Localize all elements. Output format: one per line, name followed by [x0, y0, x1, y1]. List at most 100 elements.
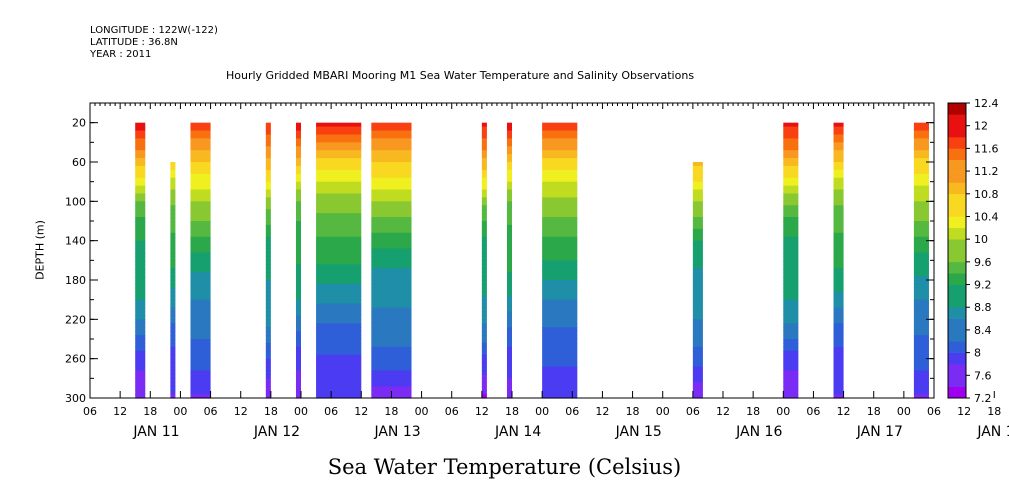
heatmap-cell — [265, 232, 271, 238]
heatmap-cell — [265, 307, 271, 313]
heatmap-cell — [913, 319, 929, 324]
heatmap-cell — [265, 126, 271, 132]
heatmap-cell — [542, 134, 578, 139]
heatmap-cell — [913, 311, 929, 316]
heatmap-cell — [190, 342, 211, 348]
heatmap-cell — [833, 358, 844, 364]
heatmap-cell — [135, 272, 146, 277]
heatmap-cell — [783, 362, 799, 368]
heatmap-cell — [506, 319, 512, 324]
heatmap-cell — [135, 323, 146, 328]
heatmap-cell — [170, 232, 176, 238]
heatmap-cell — [170, 311, 176, 316]
heatmap-cell — [506, 201, 512, 206]
heatmap-cell — [371, 142, 412, 147]
heatmap-cell — [692, 307, 703, 313]
heatmap-cell — [170, 276, 176, 281]
heatmap-cell — [542, 272, 578, 277]
heatmap-cell — [783, 299, 799, 305]
heatmap-cell — [190, 291, 211, 297]
heatmap-cell — [692, 378, 703, 383]
heatmap-cell — [265, 138, 271, 143]
heatmap-cell — [371, 224, 412, 230]
heatmap-cell — [833, 374, 844, 379]
heatmap-cell — [316, 378, 362, 383]
heatmap-cell — [316, 165, 362, 171]
heatmap-cell — [506, 323, 512, 328]
heatmap-cell — [692, 185, 703, 191]
heatmap-cell — [506, 217, 512, 222]
heatmap-cell — [170, 213, 176, 218]
heatmap-cell — [833, 283, 844, 289]
heatmap-cell — [481, 201, 487, 206]
heatmap-cell — [135, 126, 146, 132]
x-tick-label: 00 — [776, 405, 790, 418]
heatmap-cell — [371, 158, 412, 163]
heatmap-cell — [506, 165, 512, 171]
heatmap-cell — [170, 291, 176, 297]
heatmap-cell — [135, 287, 146, 293]
heatmap-cell — [506, 382, 512, 387]
x-date-label: JAN 14 — [494, 424, 541, 440]
heatmap-cell — [135, 217, 146, 222]
heatmap-cell — [692, 370, 703, 375]
heatmap-cell — [833, 366, 844, 372]
heatmap-cell — [135, 256, 146, 261]
heatmap-cell — [265, 390, 271, 395]
heatmap-cell — [783, 201, 799, 206]
heatmap-cell — [170, 209, 176, 214]
heatmap-cell — [913, 374, 929, 379]
heatmap-cell — [542, 213, 578, 218]
heatmap-cell — [481, 303, 487, 309]
heatmap-cell — [913, 201, 929, 206]
heatmap-cell — [833, 232, 844, 238]
heatmap-cell — [542, 189, 578, 195]
colorbar: 12.4 12 11.6 11.2 10.8 10.4 10 9.6 9.2 8.8 8.4 8 7.6… — [947, 97, 999, 405]
x-tick-label: 12 — [475, 405, 489, 418]
heatmap-cell — [371, 126, 412, 132]
heatmap-cell — [692, 299, 703, 305]
heatmap-cell — [913, 205, 929, 210]
heatmap-cell — [190, 224, 211, 230]
heatmap-cell — [316, 138, 362, 143]
heatmap-cell — [833, 181, 844, 187]
colorbar-tick-label: 12 — [974, 120, 988, 133]
heatmap-cell — [265, 283, 271, 289]
heatmap-cell — [295, 181, 301, 187]
heatmap-cell — [316, 236, 362, 242]
colorbar-swatch — [948, 171, 966, 183]
heatmap-cell — [170, 224, 176, 230]
heatmap-cell — [170, 342, 176, 348]
heatmap-cell — [295, 394, 301, 399]
heatmap-cell — [316, 248, 362, 254]
heatmap-cell — [295, 264, 301, 269]
heatmap-cell — [170, 268, 176, 273]
heatmap-cell — [783, 181, 799, 187]
heatmap-cell — [170, 260, 176, 265]
heatmap-cell — [371, 138, 412, 143]
heatmap-cell — [783, 169, 799, 175]
heatmap-cell — [170, 177, 176, 183]
colorbar-swatch — [948, 114, 966, 126]
heatmap-cell — [316, 327, 362, 332]
heatmap-cell — [135, 244, 146, 250]
heatmap-cell — [316, 177, 362, 183]
heatmap-cell — [542, 185, 578, 191]
heatmap-cell — [506, 146, 512, 151]
heatmap-cell — [542, 394, 578, 399]
heatmap-cell — [135, 268, 146, 273]
heatmap-cell — [170, 358, 176, 364]
x-tick-label: 18 — [384, 405, 398, 418]
heatmap-cell — [481, 224, 487, 230]
heatmap-cell — [692, 213, 703, 218]
heatmap-cell — [783, 158, 799, 163]
colorbar-swatch — [948, 137, 966, 149]
heatmap-cell — [265, 287, 271, 293]
heatmap-cell — [316, 256, 362, 261]
heatmap-cell — [783, 315, 799, 320]
heatmap-cell — [295, 287, 301, 293]
colorbar-tick-label: 8.8 — [974, 301, 992, 314]
heatmap-cell — [506, 374, 512, 379]
heatmap-cell — [506, 256, 512, 261]
heatmap-cell — [481, 342, 487, 348]
